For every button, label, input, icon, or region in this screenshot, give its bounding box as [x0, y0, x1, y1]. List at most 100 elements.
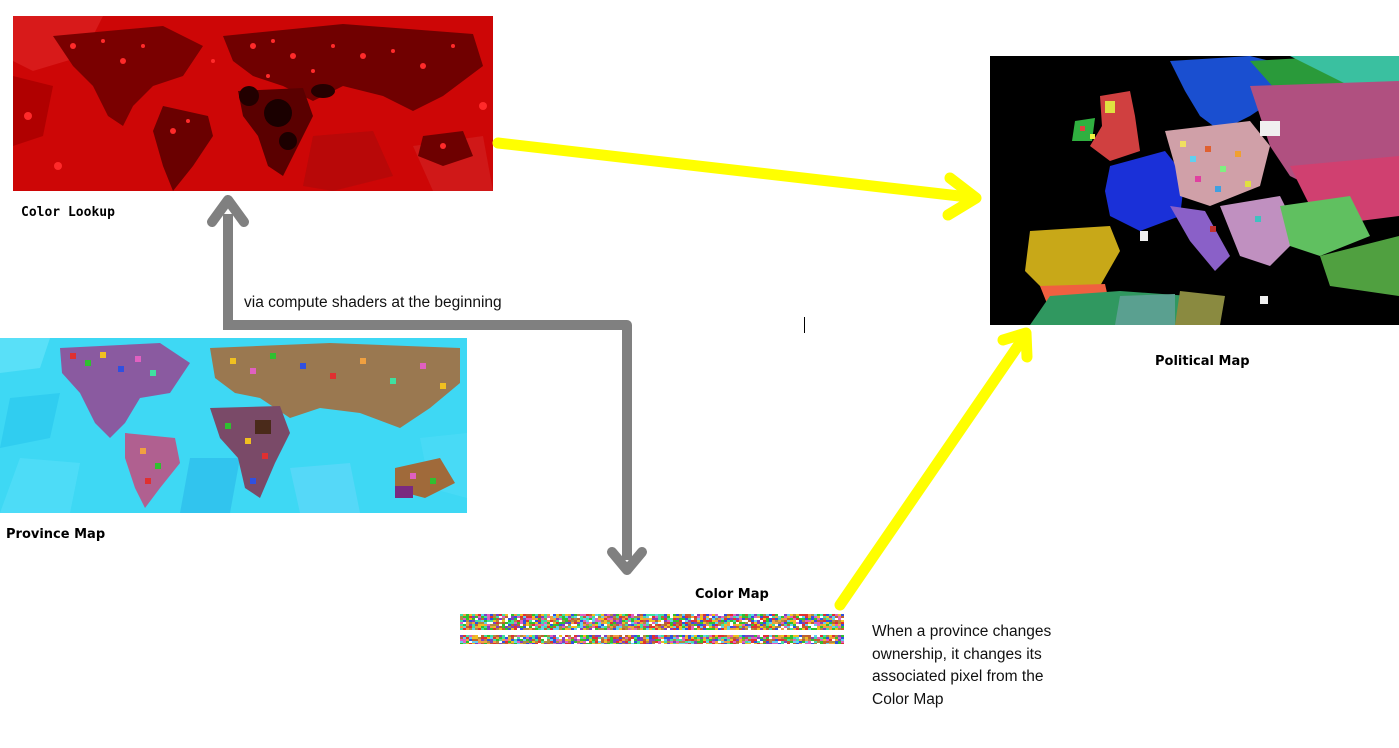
color-map-pixel — [571, 637, 574, 639]
color-map-pixel — [772, 639, 775, 641]
color-map-pixel — [562, 628, 565, 630]
color-map-pixel — [628, 637, 631, 639]
color-map-pixel — [577, 641, 580, 643]
color-map-pixel — [751, 616, 754, 618]
color-map-pixel — [784, 637, 787, 639]
color-map-pixel — [592, 635, 595, 637]
color-map-pixel — [673, 643, 676, 644]
color-map-pixel — [463, 618, 466, 620]
color-map-pixel — [646, 622, 649, 624]
color-map-pixel — [478, 628, 481, 630]
color-map-pixel — [793, 628, 796, 630]
color-map-pixel — [814, 622, 817, 624]
color-map-pixel — [559, 637, 562, 639]
color-map-pixel — [607, 620, 610, 622]
color-map-pixel — [511, 628, 514, 630]
color-map-pixel — [589, 641, 592, 643]
color-map-pixel — [778, 626, 781, 628]
color-map-pixel — [652, 635, 655, 637]
color-map-pixel — [556, 624, 559, 626]
color-map-pixel — [841, 622, 844, 624]
color-map-pixel — [574, 626, 577, 628]
color-map-pixel — [583, 641, 586, 643]
color-map-pixel — [688, 622, 691, 624]
color-map-pixel — [616, 624, 619, 626]
color-map-pixel — [817, 643, 820, 644]
color-map-pixel — [733, 614, 736, 616]
color-map-pixel — [574, 624, 577, 626]
color-map-pixel — [619, 637, 622, 639]
color-map-pixel — [682, 618, 685, 620]
color-map-pixel — [685, 637, 688, 639]
color-map-pixel — [565, 628, 568, 630]
color-map-pixel — [634, 626, 637, 628]
color-map-pixel — [649, 622, 652, 624]
color-map-pixel — [472, 616, 475, 618]
color-map-pixel — [463, 643, 466, 644]
color-map-pixel — [676, 616, 679, 618]
color-map-pixel — [805, 618, 808, 620]
color-map-pixel — [583, 637, 586, 639]
color-map-pixel — [760, 622, 763, 624]
color-map-pixel — [673, 635, 676, 637]
color-map-pixel — [835, 618, 838, 620]
color-map-pixel — [655, 616, 658, 618]
color-map-pixel — [466, 641, 469, 643]
color-map-pixel — [556, 641, 559, 643]
color-map-pixel — [817, 618, 820, 620]
color-map-pixel — [757, 643, 760, 644]
color-map-pixel — [820, 620, 823, 622]
color-map-pixel — [544, 616, 547, 618]
color-map-pixel — [502, 637, 505, 639]
color-map-pixel — [685, 643, 688, 644]
color-map-pixel — [745, 618, 748, 620]
color-map-pixel — [778, 620, 781, 622]
color-map-pixel — [496, 614, 499, 616]
color-map-pixel — [502, 620, 505, 622]
color-map-pixel — [622, 614, 625, 616]
color-map-pixel — [760, 626, 763, 628]
color-map-pixel — [556, 620, 559, 622]
color-map-pixel — [673, 641, 676, 643]
color-map-pixel — [817, 628, 820, 630]
color-map-pixel — [718, 628, 721, 630]
color-map-pixel — [817, 641, 820, 643]
color-map-pixel — [736, 641, 739, 643]
color-map-pixel — [550, 637, 553, 639]
color-map-pixel — [673, 639, 676, 641]
color-map-pixel — [643, 626, 646, 628]
color-map-pixel — [751, 628, 754, 630]
color-map-pixel — [793, 643, 796, 644]
color-map-pixel — [523, 624, 526, 626]
color-map-pixel — [559, 618, 562, 620]
color-map-pixel — [616, 637, 619, 639]
color-map-pixel — [553, 637, 556, 639]
color-map-pixel — [805, 622, 808, 624]
color-map-pixel — [724, 620, 727, 622]
province-to-colormap-arrow — [223, 320, 647, 575]
color-map-pixel — [757, 614, 760, 616]
color-map-pixel — [580, 614, 583, 616]
color-map-pixel — [631, 626, 634, 628]
color-map-pixel — [745, 639, 748, 641]
color-map-pixel — [511, 614, 514, 616]
color-map-pixel — [790, 637, 793, 639]
color-map-pixel — [799, 620, 802, 622]
color-map-pixel — [808, 622, 811, 624]
color-map-pixel — [841, 614, 844, 616]
color-map-pixel — [733, 620, 736, 622]
color-map-pixel — [544, 614, 547, 616]
color-map-pixel — [610, 616, 613, 618]
color-map-pixel — [763, 628, 766, 630]
color-map-pixel — [622, 635, 625, 637]
color-map-pixel — [706, 635, 709, 637]
color-map-pixel — [772, 643, 775, 644]
color-map-pixel — [673, 628, 676, 630]
color-map-pixel — [475, 618, 478, 620]
color-map-pixel — [469, 628, 472, 630]
color-map-pixel — [529, 620, 532, 622]
color-map-pixel — [553, 618, 556, 620]
color-map-pixel — [652, 616, 655, 618]
color-map-pixel — [679, 624, 682, 626]
color-map-pixel — [805, 614, 808, 616]
